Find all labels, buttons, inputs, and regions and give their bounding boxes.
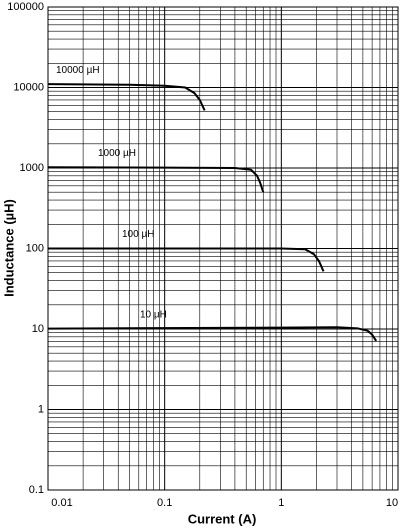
curve-label: 10000 µH — [56, 65, 100, 76]
x-tick-label: 0.1 — [157, 497, 172, 509]
curve-label: 10 µH — [140, 309, 167, 320]
curve-label: 1000 µH — [98, 148, 136, 159]
x-axis-title: Current (A) — [188, 511, 257, 526]
curve — [47, 83, 206, 111]
y-tick-label: 10000 — [13, 81, 44, 93]
x-tick-label: 0.01 — [51, 497, 72, 509]
x-tick-label: 1 — [278, 497, 284, 509]
curve — [48, 247, 325, 272]
y-tick-label: 10 — [32, 323, 44, 335]
y-tick-label: 1000 — [20, 162, 44, 174]
x-tick-label: 10 — [386, 497, 398, 509]
y-tick-label: 1 — [38, 403, 44, 415]
y-axis-title: Inductance (µH) — [1, 199, 16, 297]
y-tick-label: 100 — [26, 242, 44, 254]
curve — [47, 326, 378, 342]
curve — [47, 166, 265, 193]
y-tick-label: 0.1 — [29, 484, 44, 496]
y-tick-label: 100000 — [7, 1, 44, 13]
curve-label: 100 µH — [122, 229, 154, 240]
